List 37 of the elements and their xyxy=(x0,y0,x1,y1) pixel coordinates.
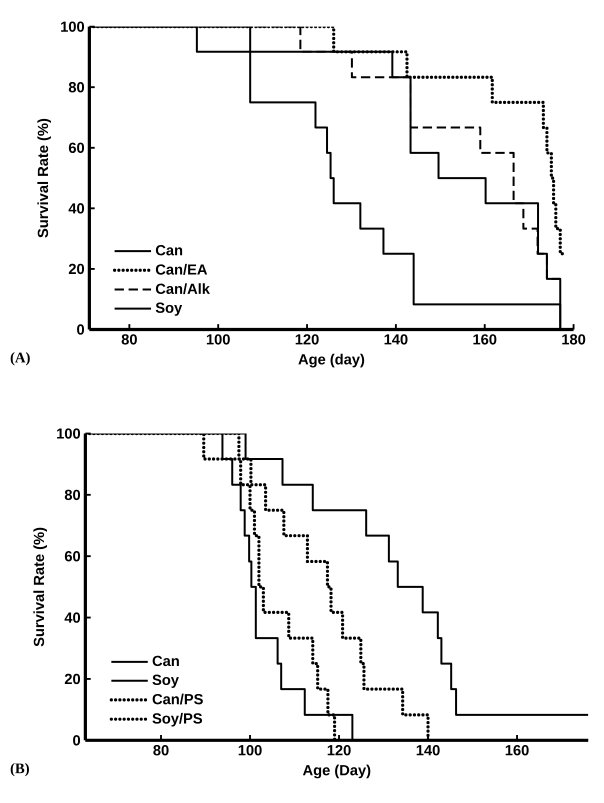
x-tick-label: 80 xyxy=(122,334,137,345)
text: (A) xyxy=(10,352,30,366)
y-tick-label: 60 xyxy=(64,551,80,562)
y-tick-label: 40 xyxy=(64,612,80,623)
x-tick-label: 180 xyxy=(562,334,586,345)
y-tick-label: 100 xyxy=(60,21,84,32)
y-tick-label: 0 xyxy=(76,324,84,335)
x-tick-label: 140 xyxy=(416,745,440,756)
y-tick-label: 100 xyxy=(56,428,80,439)
y-axis-title: Survival Rate (%) xyxy=(37,118,51,238)
x-tick-label: 120 xyxy=(296,334,319,345)
x-axis-title: Age (day) xyxy=(298,354,364,368)
y-tick-label: 20 xyxy=(68,264,84,274)
x-tick-label: 100 xyxy=(206,334,230,345)
x-tick-label: 160 xyxy=(506,745,529,756)
y-tick-label: 40 xyxy=(68,203,84,214)
y-tick-label: 0 xyxy=(72,735,80,746)
legend-label: Soy xyxy=(152,674,179,688)
legend-label: Can/Alk xyxy=(156,283,210,294)
x-tick-label: 160 xyxy=(473,334,496,345)
y-tick-label: 20 xyxy=(64,674,80,684)
y-tick-label: 80 xyxy=(68,82,84,92)
legend-label: Can xyxy=(156,245,182,256)
legend-label: Can xyxy=(152,656,179,666)
legend-label: Can/EA xyxy=(156,264,207,275)
x-tick-label: 100 xyxy=(238,745,262,756)
legend-label: Soy xyxy=(156,302,182,316)
y-tick-label: 80 xyxy=(64,490,80,500)
x-tick-label: 80 xyxy=(153,745,168,756)
x-tick-label: 120 xyxy=(328,745,351,756)
x-tick-label: 140 xyxy=(384,334,408,345)
x-axis-title: Age (Day) xyxy=(302,764,370,778)
legend-label: Can/PS xyxy=(152,694,203,704)
y-axis-title: Survival Rate (%) xyxy=(33,528,47,646)
y-tick-label: 60 xyxy=(68,142,84,153)
text: (B) xyxy=(10,763,29,776)
legend-label: Soy/PS xyxy=(152,712,202,727)
